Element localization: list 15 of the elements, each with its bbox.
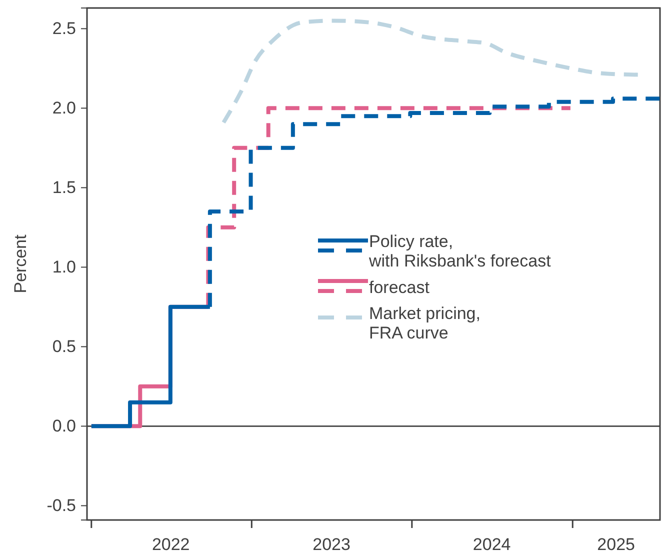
y-tick-label: -0.5 (46, 496, 76, 516)
y-tick-label: 0.0 (52, 416, 76, 436)
legend-label: Policy rate, with Riksbank's forecast (368, 232, 552, 271)
y-tick-label: 1.0 (52, 258, 76, 277)
y-tick-label: 0.5 (52, 337, 76, 356)
x-tick-label: 2022 (152, 535, 190, 554)
x-tick-label: 2023 (312, 535, 350, 554)
x-tick-label: 2024 (472, 535, 511, 554)
x-tick-label: 2025 (597, 535, 636, 554)
y-tick-label: 2.5 (52, 19, 76, 38)
y-tick-label: 2.0 (52, 98, 76, 118)
y-axis-title: Percent (11, 234, 30, 294)
legend-label: Market pricing, FRA curve (369, 304, 480, 343)
legend-label: forecast (369, 278, 430, 297)
y-tick-label: 1.5 (52, 178, 76, 198)
